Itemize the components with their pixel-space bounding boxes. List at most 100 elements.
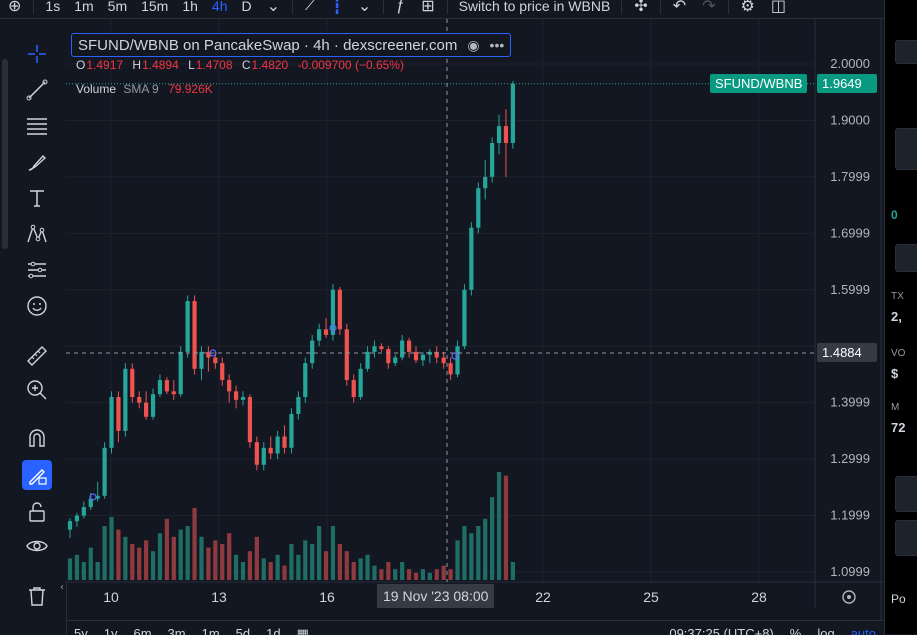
volume-bar bbox=[102, 526, 107, 580]
candle-body bbox=[490, 143, 495, 177]
volume-bar bbox=[365, 554, 370, 580]
interval-15m[interactable]: 15m bbox=[141, 0, 169, 14]
y-tick-label: 1.5999 bbox=[830, 282, 870, 297]
volume-bar bbox=[88, 547, 93, 580]
switch-price-button[interactable]: Switch to price in WBNB bbox=[458, 0, 611, 14]
settings-gear-icon[interactable]: ⚙ bbox=[740, 0, 755, 15]
zoom-in-icon[interactable] bbox=[22, 375, 52, 405]
range-3m[interactable]: 3m bbox=[167, 626, 186, 635]
camera-icon[interactable]: ◫ bbox=[770, 0, 786, 15]
eye-icon[interactable]: ◉ bbox=[467, 36, 480, 53]
brush-icon[interactable] bbox=[22, 147, 52, 177]
fullscreen-icon[interactable]: ✣ bbox=[634, 0, 648, 15]
volume-bar bbox=[310, 544, 315, 580]
range-1m[interactable]: 1m bbox=[201, 626, 220, 635]
percent-toggle[interactable]: % bbox=[789, 626, 802, 635]
candle-body bbox=[88, 498, 93, 508]
volume-bar bbox=[490, 497, 495, 580]
clock-display[interactable]: 09:37:25 (UTC+8) bbox=[669, 626, 774, 635]
volume-bar bbox=[137, 547, 142, 580]
add-symbol-icon[interactable]: ⊕ bbox=[8, 0, 22, 15]
trade-marker bbox=[89, 493, 97, 501]
candle-body bbox=[282, 436, 287, 448]
fib-retracement-icon[interactable] bbox=[22, 111, 52, 141]
text-icon[interactable] bbox=[22, 183, 52, 213]
interval-4h[interactable]: 4h bbox=[211, 0, 228, 14]
candles-icon[interactable]: ┇ bbox=[332, 0, 342, 15]
volume-bar bbox=[123, 536, 128, 580]
redo-icon[interactable]: ↷ bbox=[702, 0, 716, 15]
volume-bar bbox=[406, 569, 412, 580]
ruler-icon[interactable] bbox=[22, 341, 52, 371]
chevron-down-icon[interactable]: ⌄ bbox=[357, 0, 372, 15]
range-1d[interactable]: 1d bbox=[266, 626, 281, 635]
eye-icon[interactable] bbox=[22, 531, 52, 561]
candle-body bbox=[344, 329, 349, 381]
toolbar-divider bbox=[727, 0, 729, 14]
makers-value: 72 bbox=[891, 420, 906, 435]
candle-body bbox=[303, 363, 308, 398]
indicators-icon[interactable]: ƒ bbox=[396, 0, 406, 14]
candle-body bbox=[157, 380, 163, 395]
range-6m[interactable]: 6m bbox=[133, 626, 152, 635]
interval-d[interactable]: D bbox=[241, 0, 252, 14]
panel-button[interactable] bbox=[895, 520, 917, 556]
chevron-down-icon[interactable]: ⌄ bbox=[266, 0, 281, 15]
trade-marker bbox=[451, 352, 459, 360]
trend-line-icon[interactable] bbox=[22, 75, 52, 105]
interval-5m[interactable]: 5m bbox=[107, 0, 128, 14]
range-5y[interactable]: 5y bbox=[74, 626, 88, 635]
undo-icon[interactable]: ↶ bbox=[672, 0, 687, 15]
magnet-icon[interactable] bbox=[22, 423, 52, 453]
candle-body bbox=[469, 227, 474, 290]
volume-bar bbox=[213, 540, 218, 580]
lock-drawing-icon[interactable] bbox=[22, 460, 52, 490]
volume-bar bbox=[323, 551, 329, 580]
volume-bar bbox=[496, 472, 502, 580]
volume-bar bbox=[400, 562, 405, 580]
candle-body bbox=[323, 329, 329, 335]
price-chart[interactable]: 2.0000 1.9000 1.7999 1.6999 1.5999 1.3999 1.29… bbox=[0, 0, 884, 620]
panel-button[interactable] bbox=[895, 476, 917, 512]
interval-1m[interactable]: 1m bbox=[74, 0, 94, 14]
emoji-icon[interactable] bbox=[22, 291, 52, 321]
volume-bar bbox=[330, 526, 336, 580]
chart-legend-title[interactable]: SFUND/WBNB on PancakeSwap · 4h · dexscre… bbox=[71, 33, 512, 57]
volume-bar bbox=[171, 536, 176, 580]
range-5d[interactable]: 5d bbox=[235, 626, 251, 635]
candle-body bbox=[171, 391, 176, 395]
pattern-icon[interactable] bbox=[22, 219, 52, 249]
more-icon[interactable]: ••• bbox=[489, 37, 505, 53]
volume-bar bbox=[434, 569, 439, 580]
volume-bar bbox=[206, 547, 211, 580]
top-toolbar: ⊕ 1s 1m 5m 15m 1h 4h D ⌄ ⟋ ┇ ⌄ ƒ ⊞ Switc… bbox=[0, 0, 884, 19]
axis-settings-gear-center bbox=[847, 595, 851, 599]
panel-card bbox=[895, 40, 917, 64]
volume-bar bbox=[233, 554, 239, 580]
trade-marker bbox=[329, 324, 337, 332]
crosshair-price-badge: 1.4884 bbox=[817, 343, 877, 362]
prediction-icon[interactable] bbox=[22, 255, 52, 285]
interval-1h[interactable]: 1h bbox=[182, 0, 198, 14]
toolbar-scrollbar[interactable] bbox=[2, 59, 8, 249]
volume-bar bbox=[74, 554, 80, 580]
low-value: 1.4708 bbox=[195, 58, 233, 72]
log-toggle[interactable]: log bbox=[817, 626, 835, 635]
crosshair-icon[interactable] bbox=[22, 39, 52, 69]
calendar-icon[interactable]: ▦ bbox=[296, 626, 309, 635]
makers-label: M bbox=[891, 402, 900, 413]
line-chart-icon[interactable]: ⟋ bbox=[305, 0, 317, 14]
interval-1s[interactable]: 1s bbox=[45, 0, 61, 14]
candle-body bbox=[227, 380, 232, 392]
volume-bar bbox=[150, 551, 156, 580]
auto-toggle[interactable]: auto bbox=[850, 626, 876, 635]
volume-value-panel: $ bbox=[891, 366, 899, 381]
y-tick-label: 1.2999 bbox=[830, 451, 870, 466]
candle-body bbox=[254, 442, 259, 465]
layout-grid-icon[interactable]: ⊞ bbox=[421, 0, 435, 15]
volume-bar bbox=[81, 562, 86, 580]
unlock-icon[interactable] bbox=[22, 497, 52, 527]
range-1y[interactable]: 1y bbox=[103, 626, 118, 635]
volume-bar bbox=[109, 517, 114, 580]
trash-icon[interactable] bbox=[22, 581, 52, 611]
